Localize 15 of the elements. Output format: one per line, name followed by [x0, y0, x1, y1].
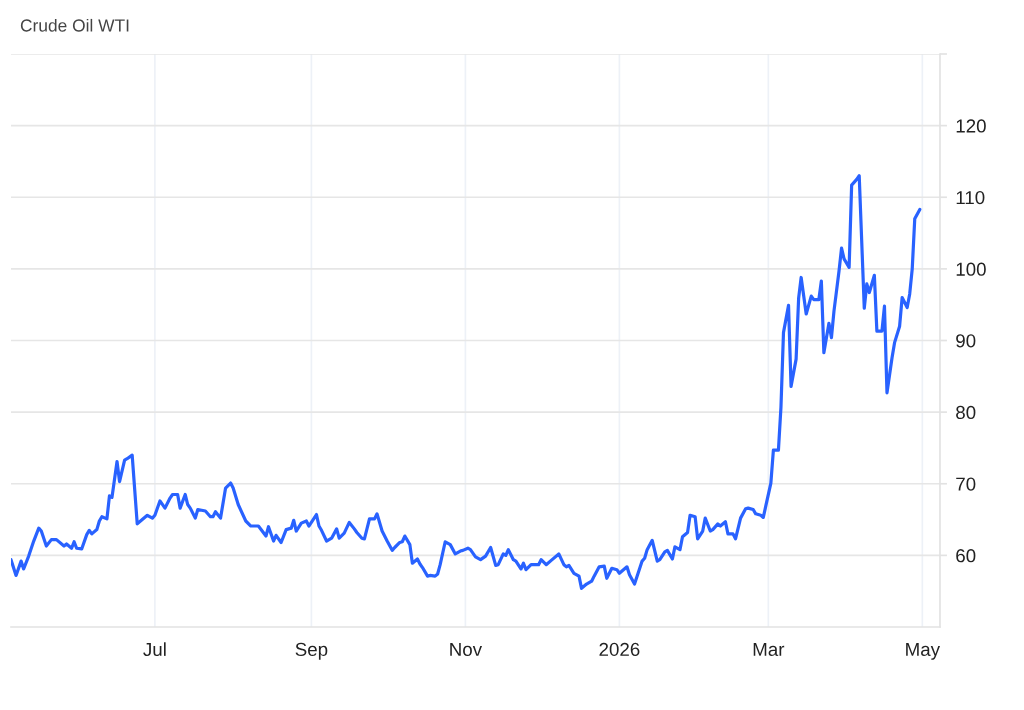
chart-title: Crude Oil WTI — [20, 18, 129, 32]
x-tick-label: Sep — [295, 642, 328, 660]
x-tick-label: Jul — [143, 642, 166, 657]
y-tick-label: 110 — [956, 190, 985, 205]
y-tick-label: 60 — [956, 549, 976, 563]
y-tick-label: 90 — [956, 334, 976, 348]
line-series — [11, 174, 922, 590]
x-tick-label: Nov — [450, 642, 483, 657]
x-tick-label: Mar — [753, 642, 785, 657]
y-tick-label: 120 — [956, 119, 986, 133]
y-tick-label: 70 — [956, 477, 976, 491]
y-tick-label: 80 — [956, 405, 976, 420]
y-tick-label: 100 — [956, 262, 986, 276]
x-tick-label: May — [906, 642, 941, 660]
x-tick-label: 2026 — [599, 642, 640, 657]
